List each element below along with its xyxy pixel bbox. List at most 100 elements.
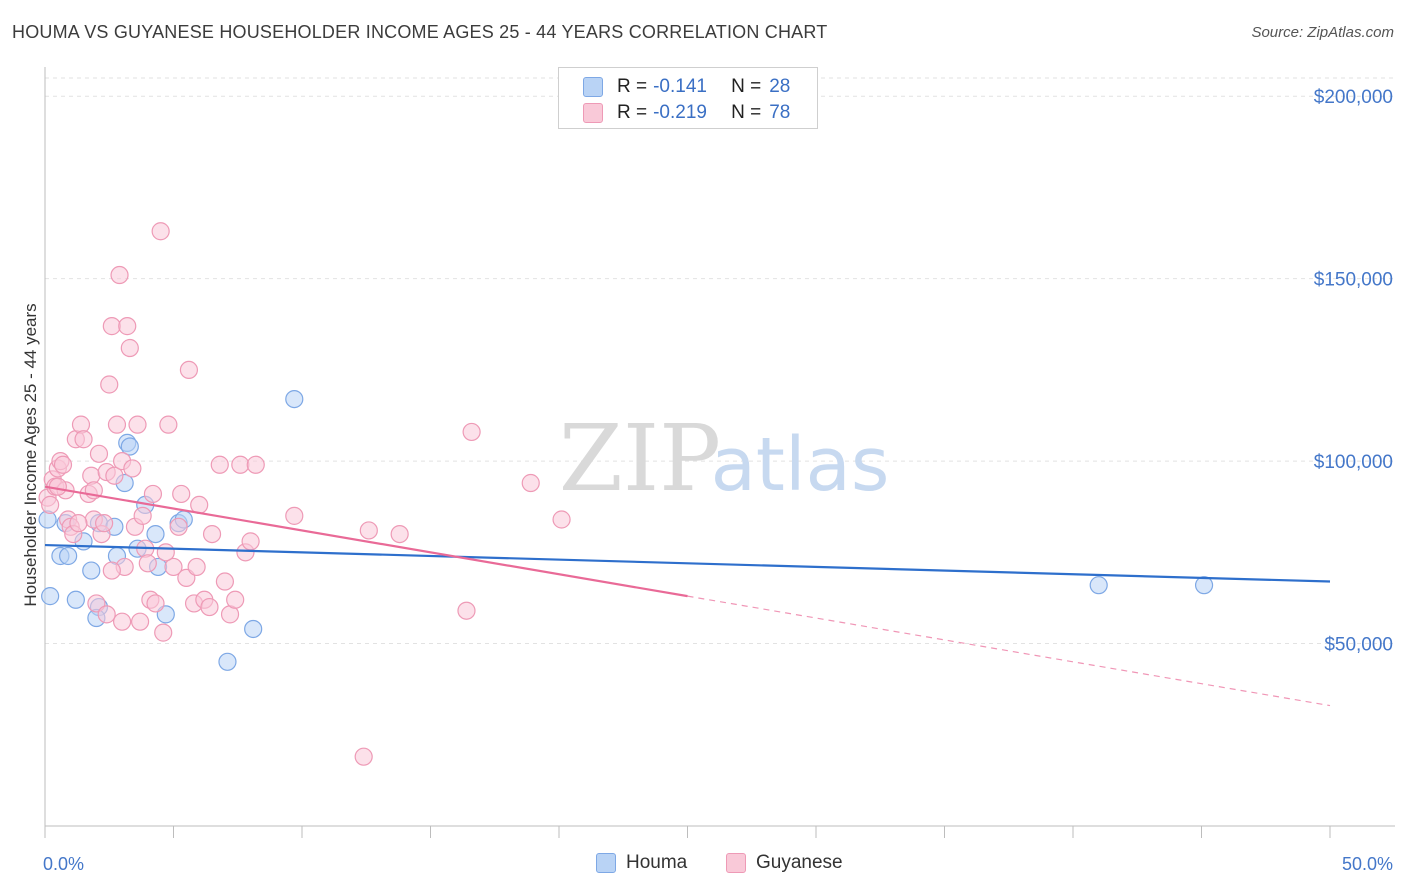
data-point-guyanese: [112, 612, 132, 631]
y-tick-label: $100,000: [1314, 452, 1393, 473]
data-point-guyanese: [172, 484, 191, 504]
data-point-guyanese: [215, 572, 234, 591]
data-point-houma: [41, 587, 60, 606]
legend-r-label: R =: [617, 102, 648, 123]
data-point-guyanese: [89, 444, 109, 463]
data-point-houma: [82, 561, 101, 580]
trend-line-guyanese-extension: [687, 595, 1331, 707]
trend-lines: [44, 485, 1331, 707]
x-tick-label: 50.0%: [1342, 854, 1393, 874]
data-point-guyanese: [200, 597, 219, 617]
legend-swatch-houma: [583, 77, 603, 97]
legend-n-label: N =: [731, 102, 762, 123]
data-point-guyanese: [48, 477, 67, 496]
watermark: ZIP atlas: [559, 405, 890, 512]
legend-swatch-guyanese: [583, 103, 603, 123]
data-point-guyanese: [285, 506, 304, 525]
data-point-guyanese: [457, 601, 476, 620]
data-point-guyanese: [120, 338, 139, 358]
legend-label-houma: Houma: [626, 852, 688, 873]
data-point-houma: [1194, 576, 1214, 595]
data-point-houma: [59, 546, 78, 566]
data-point-guyanese: [169, 517, 188, 536]
legend-n-value: 78: [769, 102, 791, 123]
data-point-guyanese: [226, 590, 245, 609]
legend-row-guyanese: R = -0.219 N = 78: [583, 101, 790, 125]
data-point-guyanese: [100, 375, 119, 394]
series-legend: Houma Guyanese: [0, 852, 1406, 878]
data-point-guyanese: [164, 557, 183, 577]
source-credit: Source: ZipAtlas.com: [1251, 24, 1394, 41]
data-point-guyanese: [130, 612, 150, 631]
y-tick-label: $50,000: [1324, 635, 1393, 656]
data-point-guyanese: [97, 605, 116, 624]
data-point-guyanese: [154, 623, 173, 642]
data-point-guyanese: [102, 317, 121, 336]
legend-item-guyanese: Guyanese: [726, 852, 843, 874]
data-point-guyanese: [210, 455, 229, 474]
data-point-guyanese: [462, 422, 481, 442]
watermark-zip: ZIP: [559, 405, 721, 512]
data-point-guyanese: [41, 495, 60, 515]
data-point-guyanese: [246, 455, 265, 474]
data-point-guyanese: [146, 594, 165, 613]
data-point-houma: [1089, 576, 1108, 595]
y-axis-label: Householder Income Ages 25 - 44 years: [21, 303, 40, 606]
legend-item-houma: Houma: [596, 852, 687, 874]
data-point-guyanese: [133, 506, 152, 525]
data-point-guyanese: [53, 455, 73, 474]
y-tick-label: $200,000: [1314, 87, 1393, 108]
axes: [44, 67, 1395, 838]
data-points: [38, 222, 1214, 766]
data-point-guyanese: [123, 459, 142, 478]
data-point-guyanese: [110, 265, 129, 285]
data-point-guyanese: [138, 554, 157, 573]
data-point-guyanese: [359, 521, 378, 540]
stats-legend: R = -0.141 N = 28 R = -0.219 N = 78: [558, 67, 818, 129]
data-point-houma: [66, 590, 85, 609]
data-point-guyanese: [159, 415, 178, 434]
data-point-guyanese: [521, 473, 540, 493]
data-point-guyanese: [69, 514, 88, 533]
chart-title: HOUMA VS GUYANESE HOUSEHOLDER INCOME AGE…: [12, 22, 828, 42]
legend-label-guyanese: Guyanese: [756, 852, 843, 873]
data-point-guyanese: [151, 222, 170, 241]
watermark-atlas: atlas: [711, 422, 890, 508]
data-point-guyanese: [128, 415, 147, 434]
data-point-guyanese: [95, 514, 114, 533]
data-point-houma: [244, 619, 263, 639]
legend-r-label: R =: [617, 76, 648, 97]
data-point-guyanese: [156, 543, 175, 562]
data-point-houma: [146, 524, 165, 544]
data-point-guyanese: [74, 430, 93, 449]
data-point-guyanese: [107, 415, 127, 434]
legend-n-value: 28: [769, 76, 791, 97]
data-point-guyanese: [354, 747, 373, 766]
legend-swatch-guyanese: [726, 853, 746, 873]
legend-row-houma: R = -0.141 N = 28: [583, 75, 790, 99]
data-point-houma: [285, 389, 304, 409]
data-point-guyanese: [143, 484, 163, 504]
x-tick-label: 0.0%: [43, 854, 84, 874]
legend-r-value: -0.141: [653, 76, 707, 97]
data-point-guyanese: [202, 524, 222, 544]
legend-n-label: N =: [731, 76, 762, 97]
data-point-guyanese: [105, 466, 124, 485]
data-point-guyanese: [179, 360, 199, 380]
tick-labels: $50,000 $100,000 $150,000 $200,000 0.0% 50.0%: [43, 87, 1393, 874]
data-point-guyanese: [118, 317, 137, 336]
data-point-guyanese: [231, 455, 250, 474]
data-point-guyanese: [390, 524, 409, 544]
data-point-guyanese: [552, 510, 571, 529]
data-point-guyanese: [241, 532, 260, 551]
trend-line-guyanese: [44, 485, 688, 598]
data-point-guyanese: [187, 557, 206, 577]
data-point-guyanese: [102, 561, 121, 580]
data-point-houma: [120, 437, 139, 456]
data-point-houma: [218, 652, 237, 671]
legend-swatch-houma: [596, 853, 616, 873]
trend-line-houma: [44, 543, 1331, 583]
y-tick-label: $150,000: [1314, 270, 1393, 291]
legend-r-value: -0.219: [653, 102, 707, 123]
